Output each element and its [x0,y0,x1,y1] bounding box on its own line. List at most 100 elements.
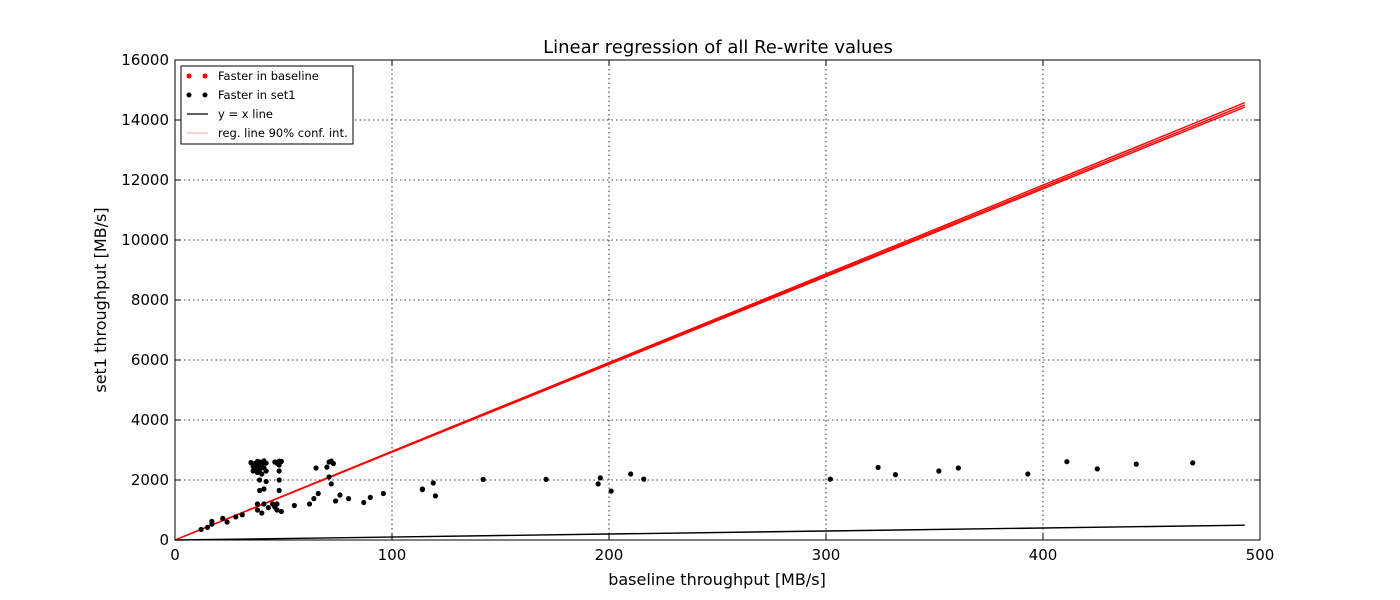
data-point [315,490,321,497]
data-point [543,476,549,482]
data-point [261,501,267,507]
data-point [595,481,601,487]
series-line [174,524,1245,541]
x-tick-label: 100 [378,546,407,564]
data-point [419,487,425,493]
legend-marker [186,92,192,98]
y-tick-label: 6000 [131,351,169,369]
axis-ticks: 0 100 200 300 400 500 0 2000 4000 6000 8000 10000 12… [121,51,1274,564]
data-point [263,460,269,466]
data-point [306,501,313,507]
legend-marker [202,73,208,79]
y-axis-label: set1 throughput [MB/s] [91,207,110,392]
data-point [263,468,269,474]
y-tick-label: 0 [159,531,169,549]
data-point [265,505,271,511]
y-tick-label: 4000 [131,411,169,429]
data-point [204,524,211,531]
data-point [367,494,373,500]
data-point [209,518,215,525]
legend-marker [186,73,192,79]
data-point [332,498,339,504]
legend-label: Faster in set1 [218,88,296,102]
x-tick-label: 0 [170,546,180,564]
x-axis-label: baseline throughput [MB/s] [608,570,826,589]
series-line [174,106,1246,541]
data-point [1094,466,1100,472]
legend: Faster in baseline Faster in set1 y = x … [180,65,354,145]
data-point [291,502,297,509]
data-point [257,487,263,494]
data-point [608,488,614,494]
x-tick-label: 300 [812,546,841,564]
data-point [248,460,254,466]
data-point [278,458,284,464]
data-point [875,464,881,470]
data-point [827,476,833,482]
data-point [641,476,647,482]
data-point [337,492,343,498]
data-point [274,507,280,513]
data-point [263,478,269,485]
data-point [326,474,332,480]
y-tick-label: 12000 [121,171,169,189]
data-point [432,493,438,499]
data-point [328,481,334,487]
data-point [254,507,261,513]
data-point [261,486,267,492]
legend-entry-faster-in-baseline: Faster in baseline [186,69,319,83]
data-point [324,464,330,470]
data-point [220,515,226,522]
data-point [380,490,386,497]
legend-label: y = x line [218,107,273,121]
plot-lines [174,101,1246,541]
data-point [276,487,282,494]
x-tick-label: 200 [595,546,624,564]
data-point [313,465,319,471]
y-tick-label: 16000 [121,51,169,69]
data-point [330,460,337,467]
data-point [1064,459,1070,465]
data-point [276,477,282,483]
data-point [257,466,263,473]
data-point [430,480,436,486]
legend-label: reg. line 90% conf. int. [218,126,348,140]
data-point [239,512,245,518]
data-point [276,468,282,474]
data-point [257,477,263,483]
chart-title: Linear regression of all Re-write values [543,37,893,58]
data-point [274,501,280,507]
data-point [224,519,230,525]
data-point [311,496,317,502]
data-point [346,496,352,502]
y-tick-label: 14000 [121,111,169,129]
data-point [198,526,204,533]
data-point [628,471,634,477]
data-point [254,501,261,507]
data-point [936,468,942,474]
legend-marker [202,92,208,98]
data-point [1133,461,1139,467]
legend-box [180,65,354,145]
scatter-points [198,458,1196,533]
data-point [955,465,961,471]
grid [175,60,1260,540]
data-point [480,476,486,482]
data-point [259,510,265,516]
data-point [259,471,265,477]
data-point [278,508,284,515]
data-point [1190,460,1196,466]
legend-entry-conf-int: reg. line 90% conf. int. [187,126,348,140]
data-point [233,514,239,520]
x-tick-label: 400 [1029,546,1058,564]
legend-entry-y-equals-x: y = x line [187,107,273,121]
y-tick-label: 2000 [131,471,169,489]
legend-entry-faster-in-set1: Faster in set1 [186,88,296,102]
data-point [597,475,603,481]
y-tick-label: 10000 [121,231,169,249]
legend-label: Faster in baseline [218,69,319,83]
data-point [1025,471,1031,477]
data-point [361,499,367,506]
data-point [892,472,899,478]
